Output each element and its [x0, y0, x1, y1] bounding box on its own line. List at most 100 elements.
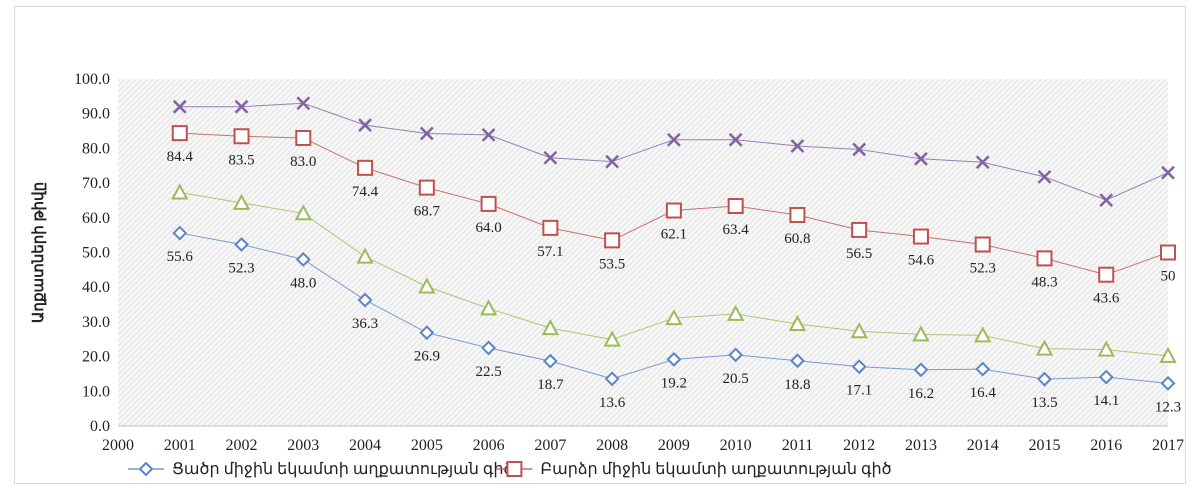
legend-entry: Բարձր միջին եկամտի աղքատության գիծ: [540, 461, 891, 478]
data-point-square: [1036, 250, 1053, 267]
x-tick-label: 2002: [226, 437, 258, 454]
data-point-square: [665, 202, 682, 219]
data-point-diamond: [1037, 371, 1052, 387]
data-point-triangle: [726, 304, 745, 321]
data-point-triangle: [418, 277, 436, 294]
cross-stroke: [1161, 165, 1175, 180]
cross-stroke: [234, 99, 249, 114]
data-point-diamond: [789, 353, 805, 369]
data-point-cross: [296, 96, 311, 111]
data-label: 60.8: [784, 231, 810, 247]
y-tick-label: 20.0: [82, 349, 110, 366]
x-tick-label: 2004: [349, 437, 381, 454]
data-point-cross: [543, 150, 558, 165]
data-point-triangle: [603, 330, 621, 347]
x-tick-label: 2003: [287, 437, 319, 454]
data-label: 14.1: [1093, 393, 1119, 409]
data-label: 13.5: [1031, 395, 1057, 411]
data-label: 62.1: [661, 227, 687, 243]
data-point-cross: [914, 151, 928, 166]
data-point-square: [506, 461, 523, 477]
data-point-cross: [605, 154, 620, 169]
data-point-cross: [481, 127, 496, 142]
data-point-triangle: [974, 326, 992, 343]
data-label: 55.6: [167, 249, 194, 265]
cross-stroke: [914, 151, 928, 166]
data-label: 63.4: [723, 222, 750, 238]
x-tick-label: 2007: [534, 437, 566, 454]
cross-stroke: [728, 132, 743, 147]
data-point-cross: [172, 99, 187, 114]
cross-stroke: [172, 99, 187, 114]
data-label: 56.5: [846, 246, 872, 262]
data-label: 22.5: [475, 364, 501, 380]
data-point-square: [912, 228, 929, 245]
data-label: 83.0: [290, 154, 316, 170]
data-label: 83.5: [228, 152, 254, 168]
y-tick-label: 100.0: [74, 71, 110, 88]
data-point-cross: [1161, 165, 1175, 180]
data-label: 68.7: [414, 204, 441, 220]
data-point-triangle: [232, 193, 251, 210]
data-point-square: [418, 179, 435, 196]
legend-entry: Ցածր միջին եկամտի աղքատության գիծ: [172, 461, 514, 478]
y-tick-label: 90.0: [82, 106, 110, 123]
data-label: 18.8: [784, 377, 810, 393]
data-point-diamond: [1160, 375, 1176, 391]
data-point-square: [295, 129, 312, 146]
y-tick-label: 40.0: [82, 279, 110, 296]
data-point-square: [542, 219, 559, 236]
data-point-cross: [1099, 193, 1114, 207]
data-point-triangle: [356, 247, 374, 264]
cross-stroke: [481, 127, 496, 142]
data-point-triangle: [1035, 339, 1054, 356]
data-point-square: [1098, 266, 1115, 283]
data-label: 54.6: [908, 253, 935, 269]
data-label: 17.1: [846, 383, 872, 399]
data-point-square: [171, 125, 188, 142]
data-point-triangle: [665, 308, 683, 326]
data-label: 43.6: [1093, 291, 1120, 307]
x-tick-label: 2012: [843, 437, 875, 454]
data-label: 36.3: [352, 316, 378, 332]
data-point-square: [357, 159, 374, 176]
cross-stroke: [605, 154, 620, 169]
data-point-triangle: [171, 183, 189, 200]
y-tick-label: 70.0: [82, 175, 110, 192]
data-label: 52.3: [970, 261, 996, 277]
data-point-square: [480, 195, 497, 212]
data-label: 20.5: [723, 371, 749, 387]
y-tick-label: 60.0: [82, 210, 110, 227]
y-axis-label: Աղքատների թիվը: [31, 182, 47, 323]
data-point-triangle: [541, 319, 560, 336]
data-point-diamond: [234, 237, 249, 252]
y-tick-label: 80.0: [82, 140, 110, 157]
data-point-cross: [728, 132, 743, 147]
data-point-cross: [852, 142, 867, 157]
data-point-triangle: [294, 204, 312, 221]
data-label: 26.9: [414, 349, 440, 365]
data-point-triangle: [1159, 346, 1177, 363]
data-label: 48.0: [290, 275, 316, 291]
data-label: 64.0: [475, 220, 501, 236]
data-point-diamond: [728, 347, 744, 363]
cross-stroke: [666, 132, 681, 147]
data-point-square: [851, 221, 868, 238]
data-label: 13.6: [599, 395, 626, 411]
data-point-square: [604, 232, 621, 249]
data-point-cross: [1037, 169, 1052, 184]
y-tick-label: 50.0: [82, 245, 110, 262]
data-point-cross: [790, 139, 805, 153]
data-label: 16.4: [970, 385, 997, 401]
data-label: 74.4: [352, 184, 379, 200]
data-point-square: [974, 236, 991, 253]
x-tick-label: 2009: [658, 437, 690, 454]
cross-stroke: [419, 126, 434, 141]
x-tick-label: 2016: [1090, 437, 1122, 454]
x-tick-label: 2001: [164, 437, 196, 454]
data-point-square: [233, 128, 250, 145]
x-tick-label: 2005: [411, 437, 443, 454]
x-tick-label: 2008: [596, 437, 628, 454]
data-point-diamond: [172, 225, 188, 241]
